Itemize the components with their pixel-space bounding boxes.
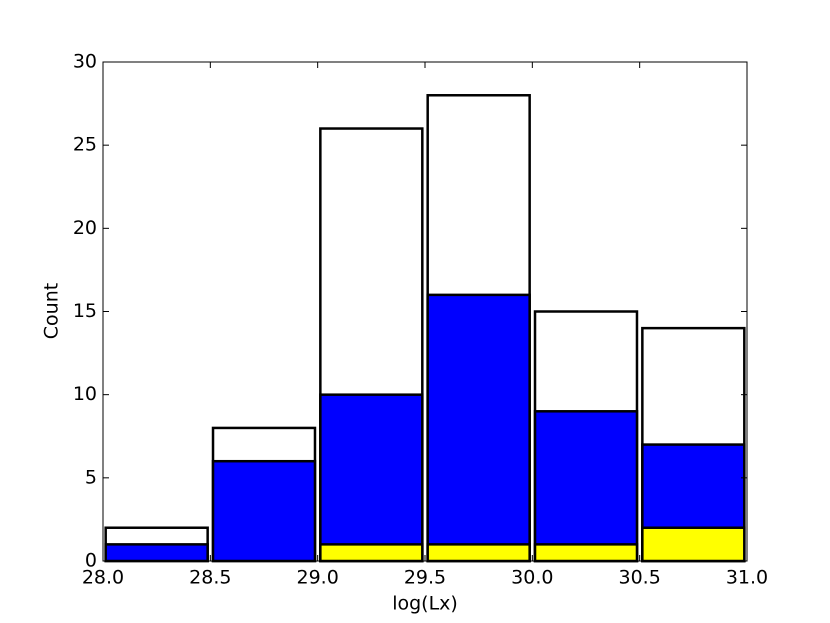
x-tick-label: 28.0 xyxy=(82,567,124,589)
x-tick-label: 31.0 xyxy=(726,567,768,589)
bar xyxy=(319,543,424,563)
x-axis-label: log(Lx) xyxy=(392,593,458,615)
y-tick-label: 30 xyxy=(73,51,97,73)
bar xyxy=(319,393,424,563)
bar xyxy=(104,543,209,563)
x-tick-label: 29.5 xyxy=(404,567,446,589)
x-tick-label: 30.5 xyxy=(619,567,661,589)
x-tick-label: 29.0 xyxy=(297,567,339,589)
y-tick-label: 15 xyxy=(73,300,97,322)
y-tick-label: 20 xyxy=(73,217,97,239)
bar xyxy=(426,293,531,563)
bar xyxy=(641,526,746,563)
bar xyxy=(426,543,531,563)
y-tick-label: 25 xyxy=(73,134,97,156)
y-tick-label: 0 xyxy=(85,550,97,572)
y-tick-label: 10 xyxy=(73,383,97,405)
x-tick-label: 30.0 xyxy=(511,567,553,589)
y-axis-label: Count xyxy=(41,283,63,339)
y-tick-label: 5 xyxy=(85,466,97,488)
bar xyxy=(211,459,317,563)
bar xyxy=(533,410,639,563)
bar xyxy=(533,543,639,563)
x-tick-label: 28.5 xyxy=(189,567,231,589)
